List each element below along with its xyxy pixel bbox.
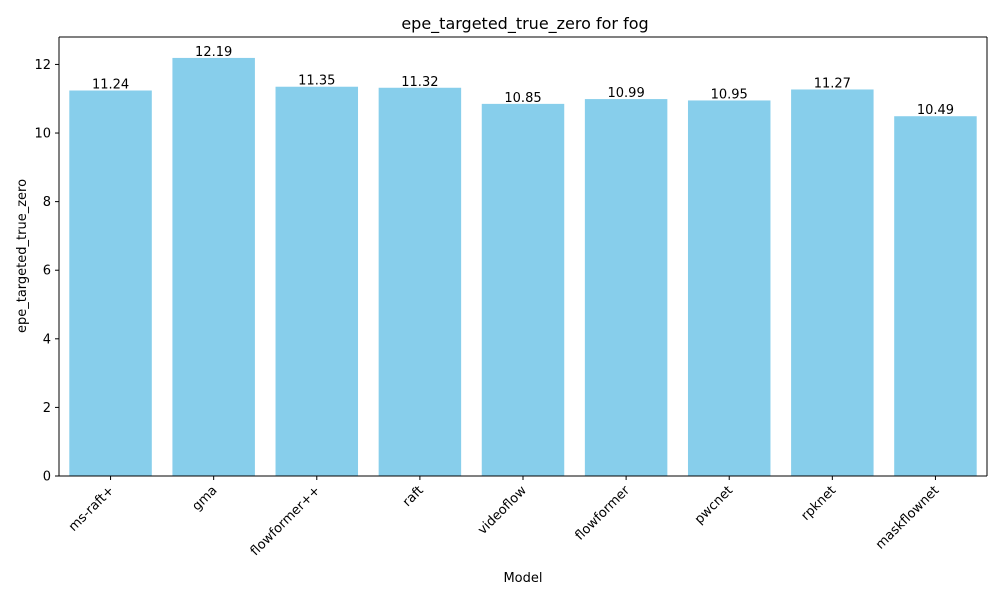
y-tick-label: 6 [43,264,51,279]
y-tick-label: 10 [34,127,51,142]
value-label: 10.99 [608,86,645,101]
bar-maskflownet [894,116,977,477]
bar-gma [172,57,255,477]
x-axis-label: Model [503,571,542,586]
bar-ms-raft+ [69,90,152,477]
x-tick-label: maskflownet [873,483,942,552]
value-label: 11.32 [401,75,438,90]
bar-pwcnet [687,100,771,476]
value-label: 11.24 [92,78,129,93]
bar-rpknet [791,89,874,477]
bar-flowformer [584,99,668,477]
chart-title: epe_targeted_true_zero for fog [401,14,648,34]
x-tick-label: pwcnet [692,483,736,527]
x-tick-label: raft [400,483,427,510]
bar-videoflow [481,103,565,476]
y-axis-label: epe_targeted_true_zero [15,179,30,333]
x-tick-label: gma [189,483,220,514]
value-label: 10.85 [504,91,541,106]
y-tick-label: 2 [43,401,51,416]
x-tick-label: videoflow [475,483,530,538]
x-tick-label: rpknet [799,483,840,524]
y-tick-label: 4 [43,332,51,347]
value-label: 10.49 [917,103,954,118]
bar-flowformer++ [275,86,359,476]
plot-area: 11.24 12.19 11.35 11.32 10.85 10.99 10.95 11.27… [34,36,988,559]
y-tick-label: 0 [43,470,51,485]
y-tick-label: 8 [43,195,51,210]
x-tick-label: flowformer++ [248,483,324,559]
value-label: 12.19 [195,45,232,60]
value-label: 10.95 [711,87,748,102]
y-tick-label: 12 [34,58,51,73]
value-label: 11.27 [814,76,851,91]
value-label: 11.35 [298,74,335,89]
x-tick-label: ms-raft+ [66,483,117,534]
x-tick-label: flowformer [573,483,634,544]
bar-raft [378,87,462,477]
